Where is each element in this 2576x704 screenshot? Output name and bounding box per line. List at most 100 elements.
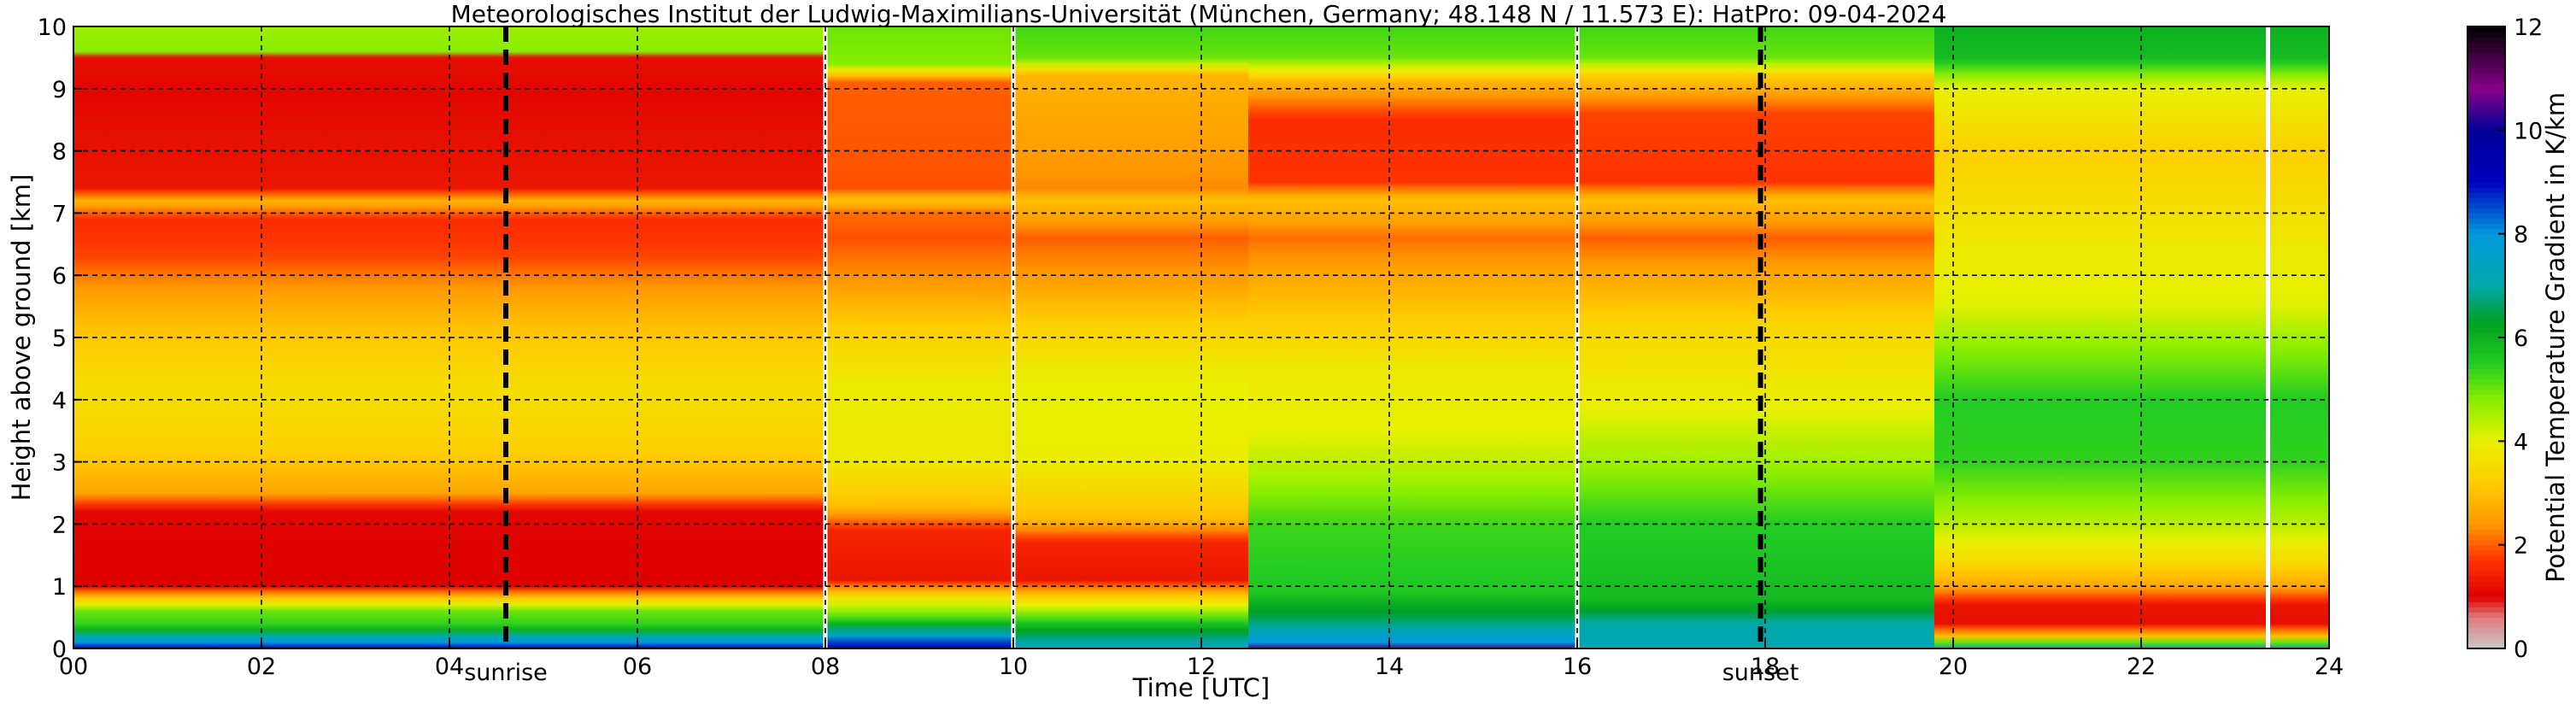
colorbar-band [2467,270,2505,276]
colorbar-band [2467,249,2505,255]
colorbar-band [2467,529,2505,536]
colorbar-band [2467,637,2505,644]
colorbar-band [2467,576,2505,582]
colorbar-band [2467,192,2505,198]
colorbar-band [2467,161,2505,167]
y-tick-label: 7 [52,201,67,227]
colorbar-band [2467,202,2505,208]
colorbar-band [2467,306,2505,313]
colorbar-band [2467,446,2505,452]
y-axis-ticks: 0 1 2 3 4 5 6 7 8 9 10 [38,15,82,663]
colorbar-band [2467,622,2505,629]
colorbar-band [2467,493,2505,499]
colorbar-band [2467,150,2505,157]
colorbar-band [2467,632,2505,639]
y-tick-label: 8 [52,139,67,166]
colorbar-band [2467,441,2505,447]
colorbar-band [2467,539,2505,546]
x-tick-label: 24 [2315,654,2344,680]
colorbar-band [2467,265,2505,271]
colorbar-band [2467,363,2505,369]
colorbar-band [2467,456,2505,463]
x-tick-label: 16 [1563,654,1592,680]
colorbar: 0 2 4 6 8 10 12 Potential Temperature Gradient… [2467,15,2570,663]
colorbar-band [2467,238,2505,245]
colorbar-band [2467,104,2505,110]
colorbar-band [2467,67,2505,74]
colorbar-band [2467,607,2505,613]
colorbar-band [2467,290,2505,296]
colorbar-band [2467,32,2505,38]
colorbar-band [2467,296,2505,302]
colorbar-band [2467,612,2505,619]
colorbar-band [2467,223,2505,230]
colorbar-band [2467,98,2505,105]
colorbar-band [2467,378,2505,385]
colorbar-band [2467,78,2505,85]
colorbar-band [2467,368,2505,374]
colorbar-band [2467,301,2505,308]
colorbar-band [2467,581,2505,587]
colorbar-band [2467,519,2505,525]
colorbar-band [2467,420,2505,426]
x-axis-label: Time [UTC] [1132,673,1270,702]
y-tick-label: 2 [52,512,67,538]
colorbar-band [2467,125,2505,131]
x-tick-label: 00 [59,654,88,680]
colorbar-band [2467,503,2505,509]
colorbar-tick-label: 10 [2514,118,2543,144]
colorbar-band [2467,182,2505,188]
colorbar-tick-label: 4 [2514,429,2528,455]
colorbar-band [2467,93,2505,100]
colorbar-band [2467,145,2505,152]
x-tick-label: 08 [811,654,840,680]
colorbar-band [2467,534,2505,541]
colorbar-band [2467,343,2505,349]
colorbar-band [2467,331,2505,338]
colorbar-band [2467,487,2505,494]
colorbar-band [2467,554,2505,561]
colorbar-band [2467,409,2505,416]
colorbar-band [2467,524,2505,530]
colorbar-band [2467,316,2505,323]
colorbar-band [2467,477,2505,484]
x-tick-label: 14 [1375,654,1404,680]
colorbar-band [2467,243,2505,250]
colorbar-band [2467,617,2505,624]
colorbar-band [2467,601,2505,607]
colorbar-band [2467,233,2505,240]
colorbar-band [2467,311,2505,318]
colorbar-band [2467,285,2505,291]
colorbar-band [2467,451,2505,458]
colorbar-band [2467,42,2505,48]
colorbar-band [2467,228,2505,235]
colorbar-tick-label: 8 [2514,222,2528,249]
colorbar-band [2467,62,2505,69]
colorbar-band [2467,130,2505,136]
grid-lines [73,26,2329,648]
colorbar-band [2467,466,2505,473]
colorbar-band [2467,57,2505,63]
sunset-label: sunset [1722,660,1799,686]
colorbar-band [2467,155,2505,162]
colorbar-band [2467,560,2505,566]
colorbar-band [2467,571,2505,577]
colorbar-band [2467,218,2505,225]
colorbar-band [2467,544,2505,551]
colorbar-band [2467,549,2505,556]
colorbar-band [2467,114,2505,120]
sunrise-label: sunrise [464,660,548,686]
colorbar-band [2467,513,2505,519]
colorbar-band [2467,348,2505,354]
colorbar-tick-label: 2 [2514,533,2528,560]
colorbar-band [2467,47,2505,53]
colorbar-ticks: 0 2 4 6 8 10 12 [2498,15,2543,663]
colorbar-band [2467,642,2505,649]
colorbar-band [2467,73,2505,79]
colorbar-band [2467,37,2505,43]
colorbar-band [2467,326,2505,333]
y-tick-label: 9 [52,77,67,103]
colorbar-band [2467,109,2505,115]
colorbar-band [2467,389,2505,396]
